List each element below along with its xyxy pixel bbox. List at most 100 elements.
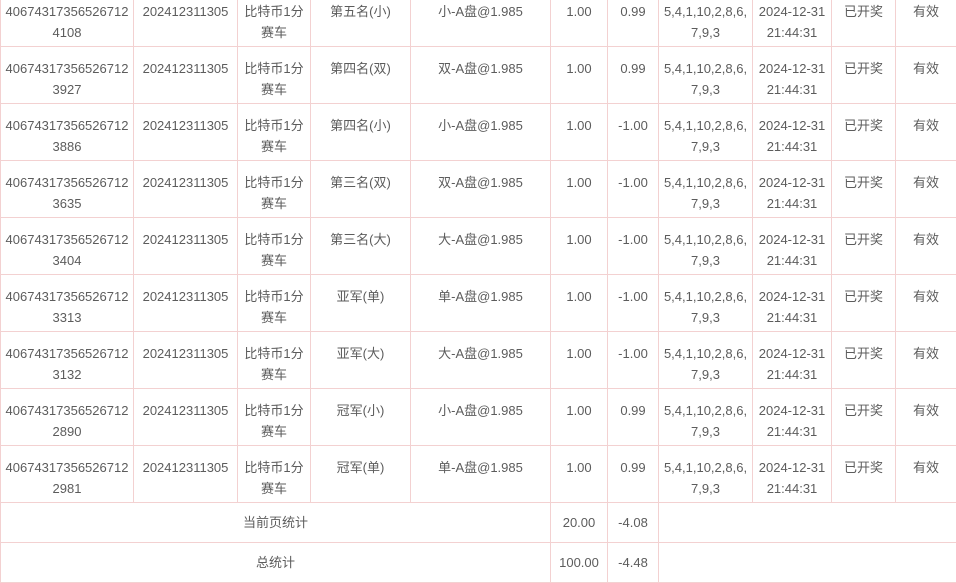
cell-draw-time: 2024-12-31 21:44:31 (752, 274, 832, 332)
cell-profit: 0.99 (607, 0, 659, 47)
summary-profit: -4.08 (607, 502, 659, 543)
cell-validity: 有效 (895, 0, 956, 47)
cell-order-id: 406743173565267122890 (0, 388, 134, 446)
cell-bet-content: 双-A盘@1.985 (410, 46, 551, 104)
cell-order-id: 406743173565267123886 (0, 103, 134, 161)
cell-validity: 有效 (895, 217, 956, 275)
cell-draw-result: 5,4,1,10,2,8,6,7,9,3 (658, 331, 753, 389)
table-row: 406743173565267123313 202412311305 比特币1分… (0, 274, 956, 332)
cell-status: 已开奖 (831, 274, 896, 332)
cell-profit: -1.00 (607, 274, 659, 332)
cell-draw-time: 2024-12-31 21:44:31 (752, 160, 832, 218)
cell-profit: 0.99 (607, 388, 659, 446)
cell-bet-type: 第四名(小) (310, 103, 411, 161)
cell-game-name: 比特币1分赛车 (237, 388, 311, 446)
cell-bet-type: 第五名(小) (310, 0, 411, 47)
cell-order-id: 406743173565267124108 (0, 0, 134, 47)
cell-bet-type: 第三名(大) (310, 217, 411, 275)
cell-game-name: 比特币1分赛车 (237, 160, 311, 218)
cell-status: 已开奖 (831, 331, 896, 389)
cell-amount: 1.00 (550, 0, 608, 47)
summary-profit: -4.48 (607, 542, 659, 583)
cell-profit: -1.00 (607, 331, 659, 389)
cell-period: 202412311305 (133, 274, 238, 332)
cell-status: 已开奖 (831, 388, 896, 446)
table-summary: 当前页统计 20.00 -4.08 总统计 100.00 -4.48 (0, 502, 956, 583)
cell-game-name: 比特币1分赛车 (237, 331, 311, 389)
cell-profit: -1.00 (607, 217, 659, 275)
cell-bet-type: 第三名(双) (310, 160, 411, 218)
cell-amount: 1.00 (550, 445, 608, 503)
cell-draw-result: 5,4,1,10,2,8,6,7,9,3 (658, 0, 753, 47)
cell-draw-time: 2024-12-31 21:44:31 (752, 103, 832, 161)
cell-order-id: 406743173565267123635 (0, 160, 134, 218)
cell-amount: 1.00 (550, 160, 608, 218)
cell-period: 202412311305 (133, 46, 238, 104)
table-row: 406743173565267122981 202412311305 比特币1分… (0, 445, 956, 503)
summary-amount: 20.00 (550, 502, 608, 543)
cell-status: 已开奖 (831, 445, 896, 503)
cell-period: 202412311305 (133, 160, 238, 218)
cell-profit: -1.00 (607, 160, 659, 218)
cell-draw-result: 5,4,1,10,2,8,6,7,9,3 (658, 103, 753, 161)
cell-amount: 1.00 (550, 217, 608, 275)
cell-bet-type: 亚军(大) (310, 331, 411, 389)
table-row: 406743173565267123886 202412311305 比特币1分… (0, 103, 956, 161)
cell-validity: 有效 (895, 274, 956, 332)
cell-amount: 1.00 (550, 388, 608, 446)
cell-game-name: 比特币1分赛车 (237, 0, 311, 47)
cell-draw-result: 5,4,1,10,2,8,6,7,9,3 (658, 160, 753, 218)
cell-status: 已开奖 (831, 0, 896, 47)
cell-game-name: 比特币1分赛车 (237, 46, 311, 104)
cell-amount: 1.00 (550, 103, 608, 161)
table-row: 406743173565267122890 202412311305 比特币1分… (0, 388, 956, 446)
cell-order-id: 406743173565267123927 (0, 46, 134, 104)
cell-draw-result: 5,4,1,10,2,8,6,7,9,3 (658, 274, 753, 332)
cell-draw-result: 5,4,1,10,2,8,6,7,9,3 (658, 388, 753, 446)
cell-draw-result: 5,4,1,10,2,8,6,7,9,3 (658, 46, 753, 104)
cell-bet-type: 第四名(双) (310, 46, 411, 104)
cell-amount: 1.00 (550, 46, 608, 104)
cell-draw-time: 2024-12-31 21:44:31 (752, 445, 832, 503)
cell-bet-content: 单-A盘@1.985 (410, 274, 551, 332)
cell-order-id: 406743173565267123313 (0, 274, 134, 332)
cell-bet-content: 单-A盘@1.985 (410, 445, 551, 503)
cell-draw-time: 2024-12-31 21:44:31 (752, 0, 832, 47)
summary-row-total: 总统计 100.00 -4.48 (0, 542, 956, 583)
cell-draw-result: 5,4,1,10,2,8,6,7,9,3 (658, 217, 753, 275)
cell-period: 202412311305 (133, 0, 238, 47)
cell-game-name: 比特币1分赛车 (237, 217, 311, 275)
cell-status: 已开奖 (831, 103, 896, 161)
summary-label: 总统计 (0, 542, 551, 583)
cell-validity: 有效 (895, 160, 956, 218)
summary-spacer (658, 502, 956, 543)
cell-period: 202412311305 (133, 217, 238, 275)
cell-validity: 有效 (895, 331, 956, 389)
cell-bet-content: 小-A盘@1.985 (410, 103, 551, 161)
cell-bet-content: 双-A盘@1.985 (410, 160, 551, 218)
cell-status: 已开奖 (831, 160, 896, 218)
cell-bet-content: 小-A盘@1.985 (410, 0, 551, 47)
cell-draw-time: 2024-12-31 21:44:31 (752, 388, 832, 446)
cell-status: 已开奖 (831, 46, 896, 104)
table-row: 406743173565267123404 202412311305 比特币1分… (0, 217, 956, 275)
cell-game-name: 比特币1分赛车 (237, 103, 311, 161)
cell-order-id: 406743173565267123404 (0, 217, 134, 275)
cell-game-name: 比特币1分赛车 (237, 445, 311, 503)
cell-validity: 有效 (895, 445, 956, 503)
table-row: 406743173565267123635 202412311305 比特币1分… (0, 160, 956, 218)
cell-draw-result: 5,4,1,10,2,8,6,7,9,3 (658, 445, 753, 503)
cell-bet-type: 亚军(单) (310, 274, 411, 332)
cell-validity: 有效 (895, 103, 956, 161)
cell-order-id: 406743173565267122981 (0, 445, 134, 503)
cell-amount: 1.00 (550, 331, 608, 389)
cell-draw-time: 2024-12-31 21:44:31 (752, 331, 832, 389)
cell-draw-time: 2024-12-31 21:44:31 (752, 217, 832, 275)
cell-profit: 0.99 (607, 445, 659, 503)
cell-draw-time: 2024-12-31 21:44:31 (752, 46, 832, 104)
cell-validity: 有效 (895, 46, 956, 104)
summary-amount: 100.00 (550, 542, 608, 583)
cell-bet-content: 大-A盘@1.985 (410, 217, 551, 275)
cell-order-id: 406743173565267123132 (0, 331, 134, 389)
